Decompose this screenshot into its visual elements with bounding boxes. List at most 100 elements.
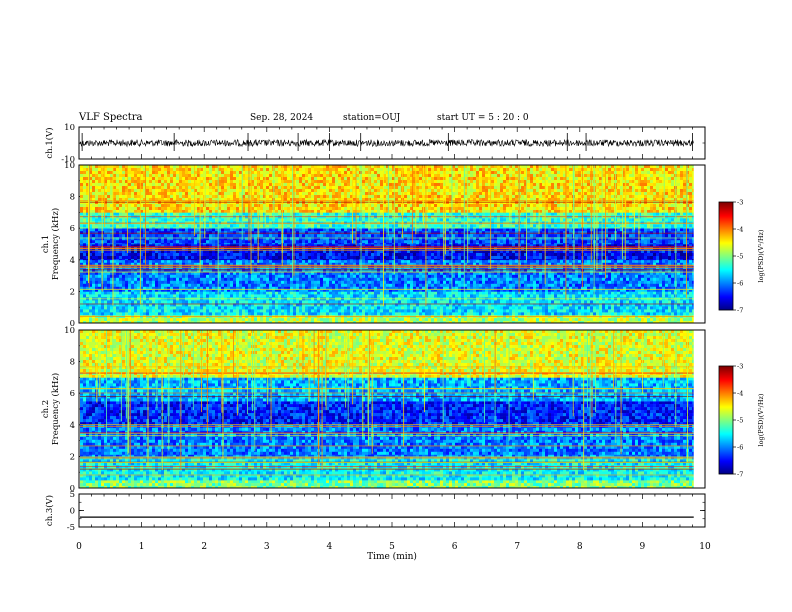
psd-cell	[410, 271, 413, 276]
psd-cell	[236, 312, 239, 316]
psd-cell	[620, 291, 623, 295]
psd-cell	[104, 300, 107, 304]
psd-cell	[596, 303, 599, 307]
psd-cell	[125, 294, 128, 298]
psd-cell	[224, 286, 227, 291]
psd-cell	[668, 303, 671, 307]
psd-cell	[692, 318, 695, 322]
psd-cell	[476, 271, 479, 276]
psd-cell	[428, 303, 431, 307]
psd-cell	[596, 306, 599, 310]
psd-cell	[677, 271, 680, 276]
psd-cell	[548, 262, 551, 267]
psd-cell	[632, 303, 635, 307]
psd-cell	[524, 280, 527, 285]
psd-cell	[419, 289, 422, 292]
psd-cell	[368, 274, 371, 279]
psd-cell	[143, 271, 146, 276]
psd-cell	[167, 271, 170, 276]
psd-cell	[326, 321, 329, 324]
psd-cell	[233, 268, 236, 273]
psd-cell	[398, 300, 401, 304]
psd-cell	[509, 300, 512, 304]
psd-cell	[389, 309, 392, 313]
psd-cell	[680, 309, 683, 313]
psd-cell	[365, 289, 368, 292]
psd-cell	[476, 303, 479, 307]
psd-cell	[383, 268, 386, 273]
psd-cell	[548, 309, 551, 313]
psd-cell	[185, 274, 188, 279]
psd-cell	[212, 294, 215, 298]
psd-cell	[122, 291, 125, 295]
psd-cell	[242, 280, 245, 285]
psd-cell	[626, 318, 629, 322]
psd-cell	[335, 300, 338, 304]
psd-cell	[506, 321, 509, 324]
psd-cell	[602, 318, 605, 322]
psd-cell	[158, 300, 161, 304]
psd-cell	[110, 259, 113, 264]
psd-cell	[80, 289, 83, 292]
psd-cell	[281, 321, 284, 324]
psd-cell	[377, 289, 380, 292]
psd-cell	[191, 274, 194, 279]
psd-cell	[98, 318, 101, 322]
psd-cell	[560, 283, 563, 288]
psd-cell	[632, 283, 635, 288]
psd-cell	[626, 294, 629, 298]
psd-cell	[389, 294, 392, 298]
psd-cell	[464, 244, 467, 248]
psd-cell	[146, 306, 149, 310]
psd-cell	[263, 277, 266, 282]
psd-cell	[344, 306, 347, 310]
psd-cell	[413, 277, 416, 282]
psd-cell	[131, 271, 134, 276]
psd-cell	[611, 306, 614, 310]
psd-cell	[431, 280, 434, 285]
psd-cell	[593, 300, 596, 304]
psd-cell	[80, 300, 83, 304]
psd-cell	[551, 294, 554, 298]
psd-cell	[533, 300, 536, 304]
psd-cell	[203, 271, 206, 276]
psd-cell	[152, 291, 155, 295]
psd-cell	[509, 291, 512, 295]
psd-cell	[260, 309, 263, 313]
psd-cell	[554, 268, 557, 273]
psd-cell	[152, 300, 155, 304]
psd-cell	[377, 262, 380, 267]
psd-cell	[527, 312, 530, 316]
psd-cell	[161, 303, 164, 307]
psd-cell	[578, 309, 581, 313]
psd-cell	[182, 286, 185, 291]
psd-cell	[173, 300, 176, 304]
psd-cell	[416, 271, 419, 276]
psd-cell	[428, 309, 431, 313]
psd-cell	[320, 289, 323, 292]
psd-cell	[611, 283, 614, 288]
psd-cell	[614, 306, 617, 310]
psd-cell	[689, 291, 692, 295]
psd-cell	[443, 274, 446, 279]
psd-cell	[536, 321, 539, 324]
psd-cell	[659, 280, 662, 285]
psd-cell	[143, 244, 146, 248]
psd-cell	[371, 303, 374, 307]
psd-cell	[254, 294, 257, 298]
psd-cell	[467, 303, 470, 307]
psd-cell	[167, 318, 170, 322]
psd-cell	[683, 291, 686, 295]
psd-cell	[662, 318, 665, 322]
psd-cell	[563, 244, 566, 248]
psd-cell	[644, 274, 647, 279]
psd-cell	[524, 312, 527, 316]
psd-cell	[263, 294, 266, 298]
psd-cell	[641, 309, 644, 313]
psd-cell	[335, 277, 338, 282]
psd-cell	[371, 244, 374, 248]
psd-cell	[638, 274, 641, 279]
psd-cell	[386, 294, 389, 298]
psd-cell	[221, 312, 224, 316]
psd-cell	[329, 274, 332, 279]
